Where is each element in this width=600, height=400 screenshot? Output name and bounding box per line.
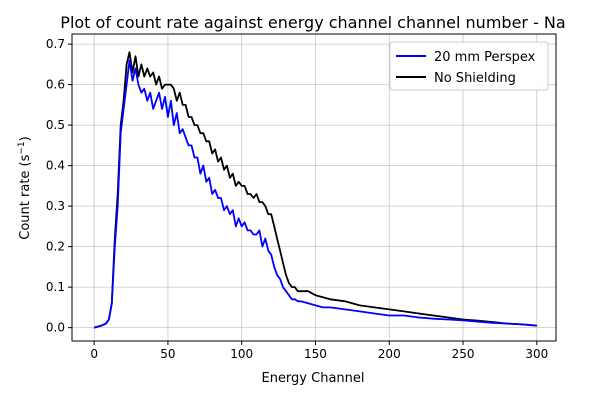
x-axis: 0 50 100 150 200 250 300	[90, 341, 548, 361]
x-tick-label: 200	[378, 347, 401, 361]
y-tick-label: 0.1	[46, 280, 65, 294]
x-tick-label: 300	[525, 347, 548, 361]
y-axis-label-close: )	[18, 136, 33, 141]
x-tick-label: 250	[452, 347, 475, 361]
y-tick-label: 0.5	[46, 118, 65, 132]
y-tick-label: 0.0	[46, 321, 65, 335]
legend: 20 mm Perspex No Shielding	[389, 41, 549, 91]
y-tick-label: 0.3	[46, 199, 65, 213]
chart-title: Plot of count rate against energy channe…	[60, 13, 565, 32]
legend-box	[389, 41, 549, 91]
plot-frame	[71, 33, 557, 342]
x-axis-label: Energy Channel	[261, 371, 364, 386]
series-line-no-shielding	[93, 51, 537, 329]
legend-label-1: No Shielding	[434, 71, 516, 86]
y-axis-label: Count rate (s−1)	[17, 136, 33, 239]
y-axis-label-main: Count rate (s	[18, 154, 33, 239]
y-tick-label: 0.7	[46, 37, 65, 51]
y-tick-label: 0.2	[46, 240, 65, 254]
y-tick-label: 0.4	[46, 159, 65, 173]
x-tick-label: 0	[90, 347, 98, 361]
y-axis-label-superscript: −1	[17, 141, 27, 154]
x-tick-label: 50	[160, 347, 175, 361]
legend-label-0: 20 mm Perspex	[434, 50, 536, 65]
x-tick-label: 150	[304, 347, 327, 361]
series-layer	[93, 51, 537, 329]
y-axis: 0.0 0.1 0.2 0.3 0.4 0.5 0.6 0.7	[46, 37, 72, 335]
x-tick-label: 100	[230, 347, 253, 361]
series-line-20-mm-perspex	[93, 59, 537, 329]
y-tick-label: 0.6	[46, 78, 65, 92]
